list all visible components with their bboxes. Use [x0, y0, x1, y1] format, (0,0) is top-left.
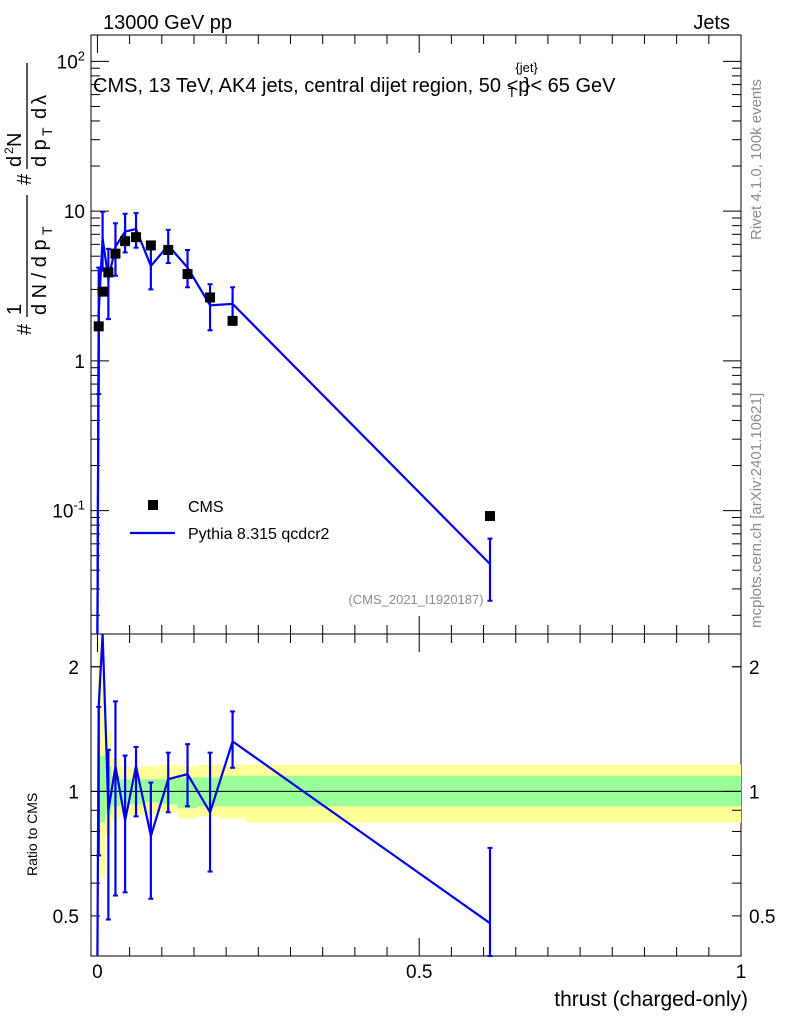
main-chart-title: CMS, 13 TeV, AK4 jets, central dijet reg…	[93, 60, 616, 100]
cms-data-point	[145, 240, 156, 251]
y-tick-label: 102	[57, 48, 85, 73]
legend-cms-label: CMS	[188, 499, 224, 516]
x-tick-label: 0	[92, 962, 103, 983]
rivet-label: Rivet 4.1.0, 100k events	[748, 79, 765, 240]
header-right: Jets	[693, 12, 730, 34]
x-axis-title: thrust (charged-only)	[554, 988, 748, 1011]
cms-data-point	[120, 236, 131, 247]
x-tick-label: 1	[736, 962, 747, 983]
main-y-axis-title: # 1 d N / d p T # d 2 N d p T d λ	[2, 63, 55, 335]
svg-text:2: 2	[2, 147, 16, 154]
legend-pythia-label: Pythia 8.315 qcdcr2	[188, 526, 330, 543]
ratio-y-tick-label-right: 1	[749, 782, 760, 803]
y-tick-label: 1	[74, 352, 85, 373]
pythia-line	[96, 227, 491, 635]
svg-text:d: d	[29, 108, 51, 119]
top-panel-frame	[90, 34, 742, 635]
y-tick-label: 10-1	[52, 498, 85, 523]
svg-text:#: #	[14, 173, 36, 185]
ratio-y-tick-label: 2	[68, 658, 79, 679]
cms-data-point	[103, 267, 114, 278]
ratio-y-axis-title: Ratio to CMS	[24, 793, 40, 876]
cms-data-point	[485, 511, 496, 522]
svg-text:d p: d p	[29, 139, 51, 167]
ratio-band-stat	[100, 755, 106, 823]
ratio-y-tick-label: 1	[68, 782, 79, 803]
cms-data-point	[97, 286, 108, 297]
svg-text:λ: λ	[29, 95, 51, 105]
ratio-y-tick-label-right: 0.5	[749, 907, 775, 928]
svg-text:N: N	[4, 133, 26, 147]
analysis-id: (CMS_2021_I1920187)	[348, 592, 483, 607]
cms-data-point	[205, 292, 216, 303]
cms-data-point	[93, 321, 104, 332]
svg-text:T: T	[39, 226, 55, 235]
svg-text:#: #	[14, 323, 36, 335]
ratio-y-tick-label-right: 2	[749, 658, 760, 679]
legend: CMS Pythia 8.315 qcdcr2	[130, 499, 330, 543]
y-tick-label: 10	[64, 202, 85, 223]
ratio-y-tick-label: 0.5	[53, 907, 79, 928]
svg-text:d: d	[4, 156, 26, 167]
header-left: 13000 GeV pp	[103, 12, 232, 34]
svg-text:1: 1	[4, 304, 26, 315]
cms-data-point	[163, 245, 174, 256]
cms-data-point	[227, 315, 238, 326]
cms-data-point	[182, 269, 193, 280]
x-tick-label: 0.5	[406, 962, 432, 983]
svg-text:T: T	[39, 127, 55, 136]
svg-text:d N / d p: d N / d p	[29, 239, 51, 315]
legend-cms-marker	[148, 500, 158, 510]
cms-data-point	[131, 232, 142, 243]
mcplots-label: mcplots.cern.ch [arXiv:2401.10621]	[748, 393, 765, 628]
cms-data-point	[110, 248, 121, 259]
